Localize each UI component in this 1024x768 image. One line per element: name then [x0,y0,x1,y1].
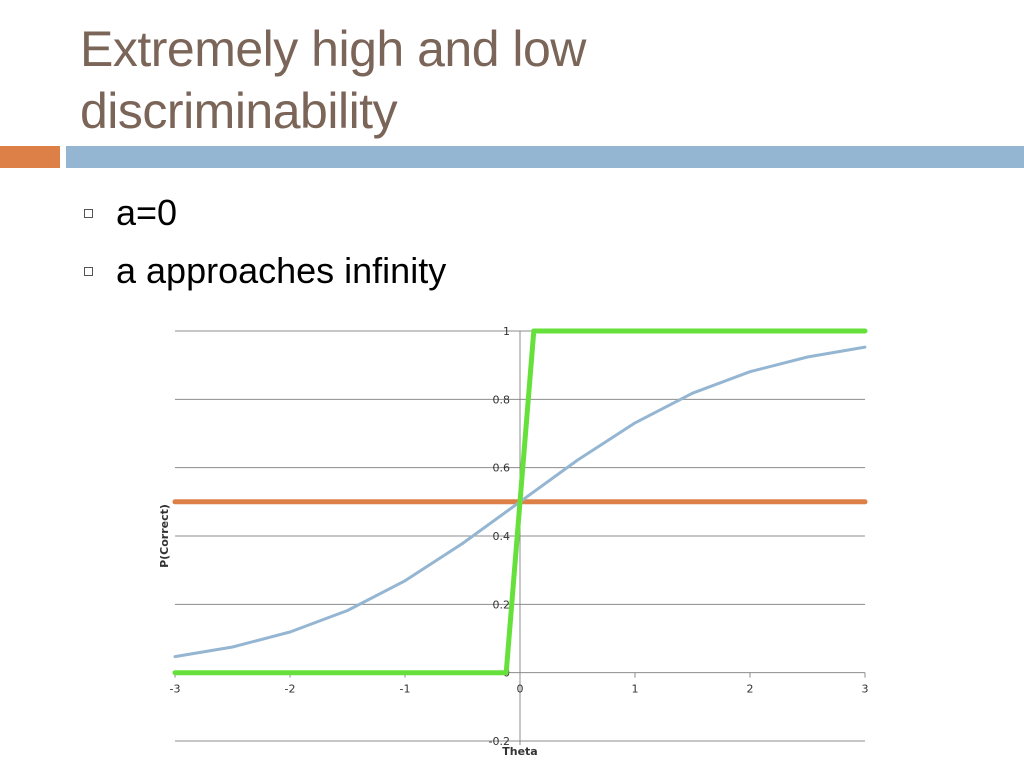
x-tick-label: -2 [285,683,296,696]
accent-bar-orange [0,146,60,168]
y-axis-title: P(Correct) [158,504,171,568]
slide-title-line-2: discriminability [80,83,398,139]
square-bullet-icon [84,209,93,218]
x-axis-title: Theta [502,745,537,758]
bullet-text: a=0 [116,192,178,233]
slide-title: Extremely high and low discriminability [80,18,980,142]
x-tick-label: 1 [632,683,639,696]
series-line [172,328,868,676]
y-tick-label: 1 [503,325,510,338]
square-bullet-icon [84,267,93,276]
bullet-text: a approaches infinity [116,250,447,291]
x-tick-label: -3 [170,683,181,696]
y-tick-label: -0.2 [489,735,510,748]
slide-title-line-1: Extremely high and low [80,21,586,77]
x-tick-label: 0 [517,683,524,696]
accent-bar-blue [66,146,1024,168]
x-tick-label: 2 [747,683,754,696]
y-tick-label: 0.8 [493,393,511,406]
y-tick-label: 0.4 [493,530,511,543]
x-tick-label: 3 [862,683,869,696]
y-tick-label: 0.2 [493,598,511,611]
y-tick-label: 0.6 [493,462,511,475]
x-tick-label: -1 [400,683,411,696]
